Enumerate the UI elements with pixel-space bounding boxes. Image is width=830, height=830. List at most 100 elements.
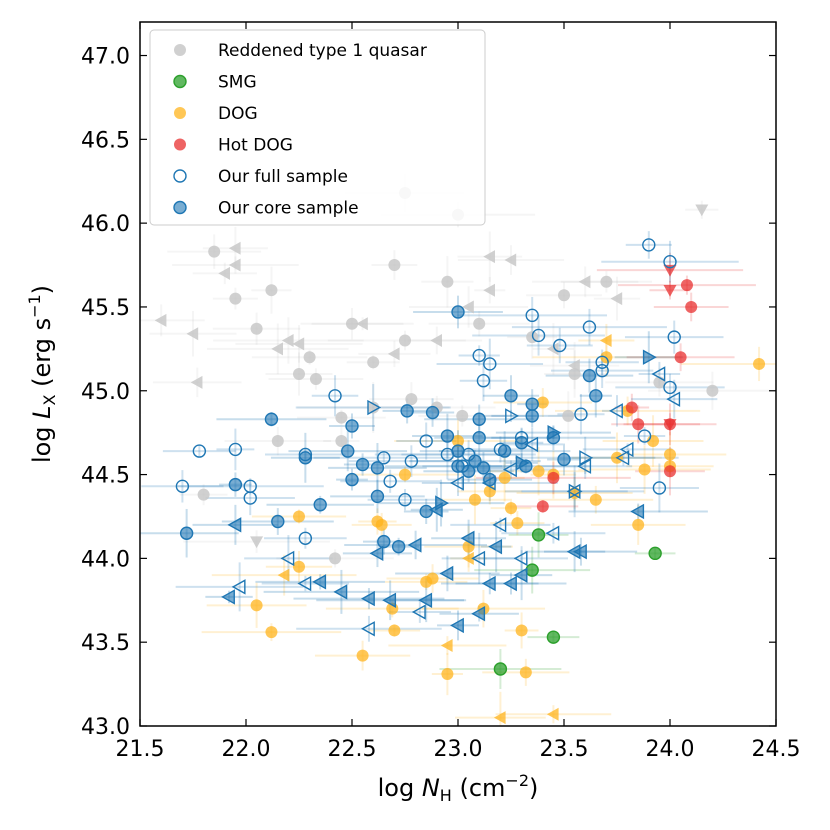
hot-dog-point bbox=[536, 500, 549, 513]
our-full-sample-limit-left bbox=[411, 604, 426, 620]
reddened-type-1-quasar-limit-left bbox=[218, 266, 230, 280]
our-full-sample-point bbox=[483, 357, 497, 371]
y-axis-label: log LX (erg s−1) bbox=[25, 285, 59, 463]
our-core-sample-point bbox=[472, 430, 486, 445]
reddened-type-1-quasar-point bbox=[367, 401, 380, 414]
y-tick-label: 47.0 bbox=[81, 45, 130, 70]
x-tick-label: 24.0 bbox=[646, 737, 695, 762]
reddened-type-1-quasar-point bbox=[265, 284, 278, 297]
legend-label-hot-dog: Hot DOG bbox=[218, 136, 293, 156]
reddened-type-1-quasar-limit-left bbox=[578, 275, 591, 289]
dog-point bbox=[250, 599, 263, 612]
our-full-sample-point bbox=[398, 493, 412, 507]
reddened-type-1-quasar-point bbox=[456, 409, 469, 422]
dog-point bbox=[293, 560, 305, 573]
legend-marker-dog bbox=[174, 107, 186, 119]
hot-dog-limit-down bbox=[663, 284, 677, 297]
dog-point bbox=[441, 668, 454, 681]
our-core-sample-point bbox=[525, 397, 539, 411]
y-tick-label: 45.0 bbox=[81, 380, 130, 405]
legend-label-our-core-sample: Our core sample bbox=[218, 199, 359, 219]
smg-point bbox=[546, 630, 561, 644]
reddened-type-1-quasar-point bbox=[405, 393, 418, 406]
our-core-sample-point bbox=[391, 539, 406, 554]
our-full-sample-point bbox=[383, 474, 397, 488]
dog-point bbox=[515, 624, 528, 637]
our-core-sample-point bbox=[370, 461, 385, 475]
our-core-sample-limit-left bbox=[407, 537, 422, 553]
dog-point bbox=[632, 518, 645, 531]
hot-dog-point bbox=[632, 418, 645, 431]
our-full-sample-point bbox=[228, 442, 243, 457]
legend-marker-our-core-sample bbox=[173, 200, 187, 215]
reddened-type-1-quasar-limit-left bbox=[430, 333, 442, 347]
our-full-sample-limit-left bbox=[471, 550, 486, 567]
our-core-sample-point bbox=[451, 305, 465, 319]
our-core-sample-point bbox=[298, 451, 313, 465]
reddened-type-1-quasar-point bbox=[229, 292, 242, 305]
reddened-type-1-quasar-point bbox=[568, 368, 581, 380]
our-full-sample-point bbox=[637, 429, 652, 443]
x-tick-label: 23.5 bbox=[540, 737, 589, 762]
our-core-sample-point bbox=[525, 409, 539, 423]
hot-dog-point bbox=[685, 300, 698, 313]
our-core-sample-point bbox=[377, 534, 391, 549]
reddened-type-1-quasar-point bbox=[335, 435, 348, 448]
our-full-sample-limit-left bbox=[231, 579, 246, 595]
our-core-sample-point bbox=[345, 419, 359, 433]
our-full-sample-limit-left bbox=[524, 436, 539, 453]
our-full-sample-point bbox=[404, 454, 419, 468]
reddened-type-1-quasar-point bbox=[303, 351, 316, 364]
reddened-type-1-quasar-point bbox=[250, 322, 263, 335]
our-core-sample-limit-left bbox=[488, 538, 503, 555]
dog-point bbox=[519, 666, 532, 679]
reddened-type-1-quasar-limit-left bbox=[190, 375, 203, 389]
our-core-sample-point bbox=[341, 444, 355, 458]
our-full-sample-point bbox=[595, 355, 609, 369]
our-full-sample-point bbox=[377, 451, 391, 465]
dog-point bbox=[511, 517, 524, 530]
smg-point bbox=[531, 528, 546, 542]
dog-limit-left bbox=[599, 333, 612, 347]
our-core-sample-limit-left bbox=[418, 592, 433, 608]
our-core-sample-limit-left bbox=[573, 543, 587, 560]
reddened-type-1-quasar-limit-left bbox=[546, 342, 559, 356]
our-full-sample-limit-left bbox=[513, 550, 528, 567]
our-core-sample-limit-left bbox=[439, 565, 454, 582]
x-tick-label: 23.0 bbox=[434, 737, 483, 762]
dog-point bbox=[265, 626, 278, 639]
our-full-sample-point bbox=[667, 330, 681, 344]
our-core-sample-point bbox=[461, 464, 476, 478]
our-full-sample-point bbox=[574, 407, 588, 421]
legend-label-dog: DOG bbox=[218, 104, 258, 124]
our-full-sample-point bbox=[663, 380, 677, 395]
our-full-sample-limit-right bbox=[505, 408, 519, 424]
reddened-type-1-quasar-point bbox=[271, 435, 284, 448]
hot-dog-point bbox=[547, 471, 560, 484]
hot-dog-limit-down bbox=[663, 419, 677, 431]
our-core-sample-limit-right bbox=[435, 495, 449, 511]
hot-dog-point bbox=[664, 465, 676, 478]
our-core-sample-limit-left bbox=[503, 575, 517, 592]
dog-point bbox=[452, 435, 464, 448]
our-core-sample-point bbox=[264, 412, 279, 426]
our-full-sample-point bbox=[531, 328, 546, 343]
our-core-sample-point bbox=[451, 444, 465, 458]
our-core-sample-limit-left bbox=[481, 575, 496, 592]
reddened-type-1-quasar-limit-left bbox=[228, 241, 241, 255]
our-full-sample-point bbox=[472, 348, 486, 363]
dog-point bbox=[388, 624, 401, 637]
our-core-sample-point bbox=[557, 452, 571, 467]
smg-point bbox=[525, 563, 539, 577]
our-full-sample-point bbox=[328, 389, 342, 403]
reddened-type-1-quasar-point bbox=[197, 488, 210, 501]
axis-ticks: 21.5 22.0 22.5 23.0 23.5 24.0 24.5 43.0 43.5 44.0… bbox=[81, 22, 800, 762]
our-full-sample-limit-right bbox=[367, 399, 382, 416]
our-core-sample-point bbox=[419, 504, 433, 519]
our-full-sample-point bbox=[476, 374, 491, 388]
dog-point bbox=[505, 502, 517, 515]
our-full-sample-point bbox=[419, 434, 433, 448]
our-full-sample-limit-right bbox=[568, 483, 583, 500]
our-core-sample-point bbox=[476, 461, 491, 475]
